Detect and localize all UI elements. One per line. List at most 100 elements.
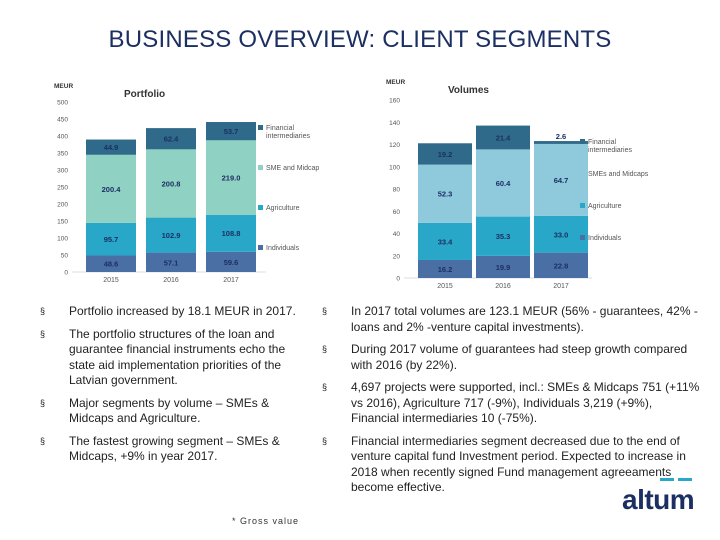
bullet-mark: § — [322, 435, 328, 446]
y-tick-label: 100 — [57, 236, 68, 243]
bullet-mark: § — [40, 435, 46, 446]
volumes-chart: MEUR Volumes 0 20 40 60 80 100 120 140 160 16.2 33.4… — [386, 79, 649, 290]
bar-segment — [146, 149, 196, 218]
y-tick-label: 20 — [393, 253, 401, 260]
y-tick-label: 250 — [57, 185, 68, 192]
bullet-mark: § — [322, 306, 328, 316]
bullet-text: During 2017 volume of guarantees had ste… — [351, 342, 688, 372]
data-label: 57.1 — [164, 258, 179, 267]
legend-swatch — [580, 235, 585, 240]
bar-segment — [476, 255, 530, 278]
y-axis-unit: MEUR — [54, 83, 73, 90]
bar-segment — [86, 222, 136, 256]
y-tick-label: 140 — [389, 120, 400, 127]
legend-label: Agriculture — [266, 205, 300, 212]
data-label: 48.6 — [104, 260, 119, 269]
bar-segment — [418, 143, 472, 165]
logo-dash-icon — [660, 478, 674, 481]
legend-label: intermediaries — [588, 147, 632, 154]
y-tick-label: 400 — [57, 134, 68, 141]
list-item: § Portfolio increased by 18.1 MEUR in 201… — [40, 304, 310, 320]
left-bullet-list: § Portfolio increased by 18.1 MEUR in 201… — [40, 304, 310, 472]
legend-label: SME and Midcap — [266, 165, 319, 172]
y-tick-label: 120 — [389, 142, 400, 149]
list-item: § In 2017 total volumes are 123.1 MEUR (5… — [322, 304, 702, 335]
data-label: 64.7 — [554, 176, 569, 185]
y-tick-label: 450 — [57, 117, 68, 124]
legend-swatch — [258, 245, 263, 250]
bullet-mark: § — [40, 397, 46, 408]
bullet-mark: § — [40, 306, 46, 316]
data-label: 2.6 — [556, 132, 566, 141]
data-label: 59.6 — [224, 258, 239, 267]
chart-title: Portfolio — [124, 89, 165, 100]
y-tick-label: 350 — [57, 151, 68, 158]
data-label: 35.3 — [496, 232, 511, 241]
data-label: 60.4 — [496, 179, 511, 188]
list-item: § During 2017 volume of guarantees had st… — [322, 342, 702, 373]
bar-segment — [476, 216, 530, 256]
y-tick-label: 0 — [396, 276, 400, 283]
bar-segment — [534, 215, 588, 253]
list-item: § The fastest growing segment – SMEs & Mi… — [40, 434, 310, 465]
bar-segment — [418, 259, 472, 278]
bar-segment — [206, 251, 256, 272]
bullet-text: Financial intermediaries segment decreas… — [351, 433, 686, 495]
y-tick-label: 500 — [57, 100, 68, 107]
right-bullet-list: § In 2017 total volumes are 123.1 MEUR (5… — [322, 304, 702, 503]
list-item: § The portfolio structures of the loan an… — [40, 327, 310, 389]
data-label: 33.0 — [554, 230, 569, 239]
x-tick-label: 2016 — [163, 277, 179, 284]
y-tick-label: 160 — [389, 98, 400, 105]
data-label: 16.2 — [438, 265, 453, 274]
bar-segment — [206, 214, 256, 252]
bar-segment — [146, 217, 196, 253]
bar-segment — [534, 141, 588, 144]
legend-swatch — [580, 203, 585, 208]
y-tick-label: 50 — [61, 253, 69, 260]
legend-label: Individuals — [266, 245, 300, 252]
portfolio-chart: MEUR Portfolio 0 50 100 150 200 250 300 350 400 450… — [54, 83, 319, 284]
x-tick-label: 2017 — [553, 283, 569, 290]
y-tick-label: 200 — [57, 202, 68, 209]
data-label: 21.4 — [496, 133, 511, 142]
y-tick-label: 80 — [393, 187, 401, 194]
data-label: 19.9 — [496, 263, 511, 272]
bar-segment — [86, 255, 136, 272]
bullet-mark: § — [322, 382, 328, 392]
data-label: 52.3 — [438, 190, 453, 199]
bullet-text: The fastest growing segment – SMEs & Mid… — [69, 433, 280, 464]
chart-title: Volumes — [448, 85, 489, 96]
bullet-text: Portfolio increased by 18.1 MEUR in 2017… — [69, 304, 296, 318]
bar-segment — [206, 122, 256, 141]
legend-swatch — [580, 171, 585, 176]
bar-segment — [476, 125, 530, 150]
y-tick-label: 300 — [57, 168, 68, 175]
bar-segment — [86, 154, 136, 223]
page-title: BUSINESS OVERVIEW: CLIENT SEGMENTS — [108, 26, 612, 53]
data-label: 62.4 — [164, 135, 179, 144]
y-tick-label: 0 — [64, 270, 68, 277]
data-label: 200.4 — [102, 185, 122, 194]
legend-swatch — [580, 139, 585, 144]
legend-swatch — [258, 165, 263, 170]
bar-segment — [86, 139, 136, 155]
list-item: § Major segments by volume – SMEs & Midca… — [40, 396, 310, 427]
bar-segment — [206, 140, 256, 215]
y-axis-unit: MEUR — [386, 79, 405, 86]
data-label: 200.8 — [162, 179, 181, 188]
bar-segment — [146, 252, 196, 272]
data-label: 33.4 — [438, 237, 453, 246]
legend-label: Financial — [588, 139, 616, 146]
bar-segment — [534, 252, 588, 278]
bullet-text: The portfolio structures of the loan and… — [69, 326, 286, 388]
x-tick-label: 2016 — [495, 283, 511, 290]
bar-segment — [534, 143, 588, 216]
y-tick-label: 40 — [393, 231, 401, 238]
x-tick-label: 2015 — [437, 283, 453, 290]
data-label: 44.9 — [104, 143, 119, 152]
x-tick-label: 2017 — [223, 277, 239, 284]
x-tick-label: 2015 — [103, 277, 119, 284]
bullet-mark: § — [40, 328, 46, 339]
y-tick-label: 100 — [389, 164, 400, 171]
